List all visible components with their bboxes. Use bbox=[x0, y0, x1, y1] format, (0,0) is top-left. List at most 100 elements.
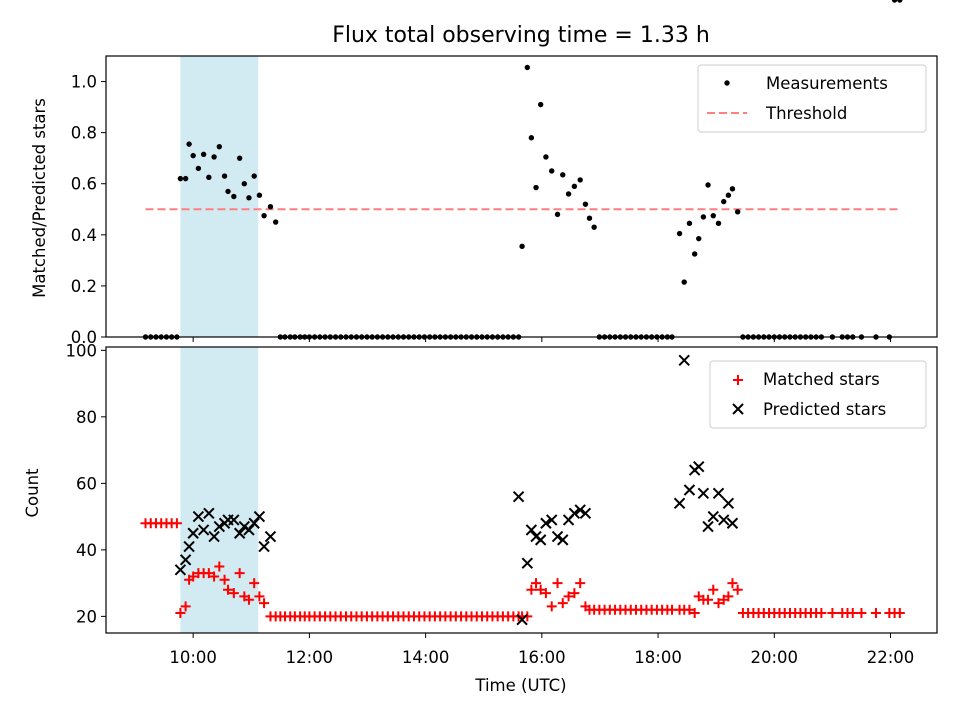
measurement-point bbox=[721, 198, 727, 205]
measurement-point bbox=[676, 230, 683, 237]
predicted-point bbox=[192, 510, 205, 523]
measurement-point bbox=[200, 151, 207, 158]
matched-point bbox=[727, 578, 738, 589]
predicted-point bbox=[174, 564, 187, 576]
measurement-point bbox=[177, 175, 184, 182]
predicted-point bbox=[243, 524, 255, 536]
matched-point bbox=[546, 601, 557, 612]
legend-label-predicted: Predicted stars bbox=[763, 400, 886, 419]
measurement-point bbox=[186, 141, 192, 147]
predicted-point bbox=[678, 354, 690, 367]
matched-point bbox=[870, 608, 881, 619]
y-tick-label-bottom: 80 bbox=[76, 408, 97, 427]
x-tick-label: 12:00 bbox=[286, 648, 334, 667]
y-tick-label-top: 0.6 bbox=[71, 175, 97, 194]
predicted-point bbox=[512, 490, 525, 503]
y-tick-label-top: 1.0 bbox=[71, 73, 97, 92]
measurement-point bbox=[710, 212, 716, 219]
measurement-point bbox=[582, 201, 589, 207]
matched-point bbox=[234, 568, 245, 579]
predicted-point bbox=[197, 524, 210, 536]
measurement-point bbox=[554, 211, 561, 218]
predicted-point bbox=[534, 534, 547, 546]
measurement-point bbox=[236, 155, 243, 161]
measurement-point bbox=[216, 143, 223, 150]
predicted-point bbox=[546, 514, 558, 526]
matched-point bbox=[254, 591, 265, 602]
matched-point bbox=[569, 588, 580, 599]
matched-point bbox=[259, 598, 270, 609]
y-tick-label-bottom: 100 bbox=[66, 341, 98, 360]
chart-title: Flux total observing time = 1.33 h bbox=[332, 23, 710, 48]
measurement-point bbox=[524, 64, 531, 71]
measurement-point bbox=[549, 168, 555, 174]
y-tick-label-top: 0.0 bbox=[71, 328, 97, 347]
measurement-point bbox=[681, 279, 687, 285]
predicted-point bbox=[203, 507, 215, 519]
predicted-point bbox=[551, 530, 564, 543]
axes-frame-top bbox=[105, 55, 938, 338]
y-axis-label-top: Matched/Predicted stars bbox=[30, 98, 49, 298]
legend-frame-bottom bbox=[709, 360, 927, 429]
predicted-point bbox=[673, 497, 686, 510]
matched-point bbox=[214, 561, 225, 572]
predicted-point bbox=[707, 510, 719, 523]
predicted-point bbox=[697, 487, 710, 500]
predicted-point bbox=[693, 461, 705, 473]
legend-label-measurements: Measurements bbox=[766, 74, 888, 93]
matched-point bbox=[689, 608, 700, 619]
measurement-point bbox=[725, 192, 732, 198]
measurement-point bbox=[221, 173, 228, 179]
measurement-point bbox=[190, 152, 196, 159]
measurement-point bbox=[206, 174, 212, 181]
matched-point bbox=[708, 584, 719, 595]
measurement-point bbox=[543, 154, 549, 160]
legend-frame-top bbox=[697, 64, 927, 133]
measurement-point bbox=[696, 235, 702, 242]
matched-point bbox=[219, 574, 230, 585]
matched-point bbox=[203, 568, 214, 579]
predicted-point bbox=[516, 613, 528, 626]
y-tick-label-bottom: 20 bbox=[76, 607, 97, 626]
measurement-point bbox=[897, 0, 903, 3]
predicted-point bbox=[179, 554, 192, 566]
legend-marker-matched bbox=[733, 375, 743, 385]
predicted-point bbox=[568, 507, 581, 519]
measurement-point bbox=[272, 219, 279, 225]
y-ticks-top: 0.0 0.2 0.4 0.6 0.8 1.0 bbox=[71, 73, 106, 347]
matched-point bbox=[856, 608, 867, 619]
measurement-point bbox=[700, 214, 707, 220]
matched-point bbox=[540, 588, 551, 599]
predicted-point bbox=[726, 517, 739, 529]
measurement-point bbox=[734, 209, 741, 215]
measurement-point bbox=[195, 165, 202, 172]
measurement-point bbox=[586, 215, 593, 221]
y-axis-label-bottom: Count bbox=[23, 468, 42, 518]
legend-marker-predicted bbox=[732, 403, 744, 415]
measurement-point bbox=[715, 220, 722, 227]
matched-point bbox=[557, 598, 568, 609]
legend-bottom: Matched stars Predicted stars bbox=[709, 360, 927, 429]
predicted-point bbox=[187, 527, 199, 539]
predicted-point bbox=[722, 497, 735, 510]
panel-top-ratio: 0.0 0.2 0.4 0.6 0.8 1.0 Matched/Predicted sta… bbox=[30, 0, 938, 347]
predicted-point bbox=[264, 530, 277, 543]
measurement-point bbox=[560, 172, 566, 178]
measurement-point bbox=[686, 220, 693, 227]
predicted-point bbox=[683, 484, 696, 496]
matched-point bbox=[575, 578, 586, 589]
matched-point bbox=[684, 604, 695, 615]
matched-point bbox=[228, 588, 239, 599]
shaded-interval-top bbox=[180, 56, 259, 337]
measurement-point bbox=[577, 177, 583, 183]
x-tick-label: 20:00 bbox=[751, 648, 799, 667]
measurement-point bbox=[565, 191, 572, 197]
x-tick-label: 10:00 bbox=[169, 648, 217, 667]
predicted-point bbox=[525, 524, 538, 536]
measurement-point bbox=[571, 183, 578, 189]
measurement-point bbox=[251, 173, 257, 179]
matched-point bbox=[243, 594, 254, 605]
matched-point bbox=[535, 584, 546, 595]
measurement-point bbox=[533, 184, 539, 191]
